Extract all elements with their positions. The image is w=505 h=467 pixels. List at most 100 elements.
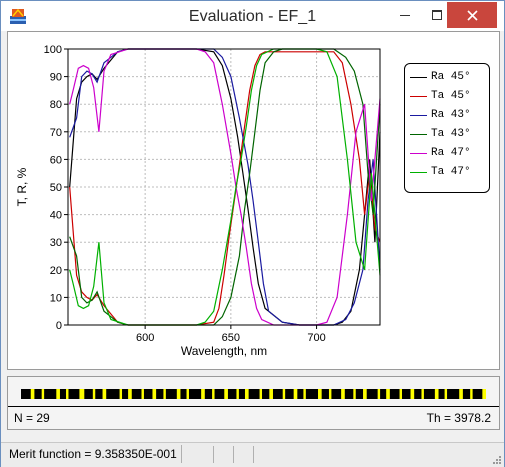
series-line-4 bbox=[69, 48, 381, 326]
layer-segment[interactable] bbox=[102, 389, 107, 399]
layer-segment[interactable] bbox=[363, 389, 367, 399]
layer-segment[interactable] bbox=[92, 389, 96, 399]
layer-segment[interactable] bbox=[59, 389, 67, 399]
layer-segment[interactable] bbox=[282, 389, 286, 399]
minimize-button[interactable] bbox=[383, 2, 427, 28]
layer-segment[interactable] bbox=[470, 389, 473, 399]
layer-segment[interactable] bbox=[214, 389, 225, 399]
layer-segment[interactable] bbox=[303, 389, 307, 399]
layer-segment[interactable] bbox=[227, 389, 237, 399]
layer-segment[interactable] bbox=[380, 389, 387, 399]
layer-segment[interactable] bbox=[152, 389, 157, 399]
layer-segment[interactable] bbox=[259, 389, 263, 399]
layer-segment[interactable] bbox=[399, 389, 403, 399]
layer-segment[interactable] bbox=[163, 389, 167, 399]
layer-segment[interactable] bbox=[353, 389, 357, 399]
app-icon[interactable] bbox=[9, 7, 27, 25]
layer-segment[interactable] bbox=[318, 389, 322, 399]
layer-segment[interactable] bbox=[79, 389, 85, 399]
layer-segment[interactable] bbox=[297, 389, 304, 399]
layer-segment[interactable] bbox=[305, 389, 319, 399]
legend-swatch bbox=[410, 77, 427, 78]
chart-panel: 0 10 20 30 40 50 60 70 80 90 100 600 650 700 Wavelengt… bbox=[7, 31, 500, 370]
layer-segment[interactable] bbox=[180, 389, 187, 399]
layer-structure-bar[interactable] bbox=[21, 389, 486, 399]
layer-segment[interactable] bbox=[236, 389, 240, 399]
layer-segment[interactable] bbox=[188, 389, 202, 399]
layer-segment[interactable] bbox=[128, 389, 133, 399]
layer-segment[interactable] bbox=[186, 389, 190, 399]
legend-item: Ra 45° bbox=[405, 70, 489, 85]
legend-swatch bbox=[410, 115, 427, 116]
layer-segment[interactable] bbox=[212, 389, 215, 399]
layer-segment[interactable] bbox=[95, 389, 103, 399]
layer-segment[interactable] bbox=[285, 389, 294, 399]
layer-segment[interactable] bbox=[438, 389, 445, 399]
maximize-button[interactable] bbox=[415, 2, 459, 28]
layer-segment[interactable] bbox=[248, 389, 260, 399]
layer-segment[interactable] bbox=[21, 389, 32, 399]
layer-segment[interactable] bbox=[389, 389, 400, 399]
layer-segment[interactable] bbox=[30, 389, 35, 399]
y-tick-label: 30 bbox=[50, 237, 62, 249]
layer-segment[interactable] bbox=[366, 389, 378, 399]
layer-segment[interactable] bbox=[414, 389, 422, 399]
layer-segment[interactable] bbox=[421, 389, 425, 399]
layer-segment[interactable] bbox=[56, 389, 61, 399]
layer-segment[interactable] bbox=[355, 389, 364, 399]
layer-segment[interactable] bbox=[462, 389, 471, 399]
layer-segment[interactable] bbox=[272, 389, 284, 399]
layer-segment[interactable] bbox=[66, 389, 69, 399]
layer-segment[interactable] bbox=[262, 389, 270, 399]
legend-item: Ta 43° bbox=[405, 127, 489, 142]
layer-segment[interactable] bbox=[410, 389, 415, 399]
layer-segment[interactable] bbox=[201, 389, 206, 399]
resize-grip-icon[interactable] bbox=[491, 454, 501, 464]
layer-segment[interactable] bbox=[344, 389, 354, 399]
layer-segment[interactable] bbox=[119, 389, 123, 399]
layer-segment[interactable] bbox=[165, 389, 178, 399]
layer-segment[interactable] bbox=[447, 389, 460, 399]
title-bar[interactable]: Evaluation - EF_1 bbox=[1, 1, 504, 31]
layer-segment[interactable] bbox=[224, 389, 229, 399]
layer-segment[interactable] bbox=[386, 389, 391, 399]
close-icon bbox=[466, 9, 478, 21]
layer-segment[interactable] bbox=[176, 389, 181, 399]
layer-segment[interactable] bbox=[423, 389, 436, 399]
chart-legend: Ra 45° Ta 45° Ra 43° Ta 43° Ra 47° Ta 47° bbox=[404, 63, 490, 193]
layer-segment[interactable] bbox=[459, 389, 464, 399]
layer-segment[interactable] bbox=[472, 389, 483, 399]
legend-item: Ta 47° bbox=[405, 165, 489, 180]
layer-segment[interactable] bbox=[377, 389, 381, 399]
layer-segment[interactable] bbox=[482, 389, 486, 399]
layer-segment[interactable] bbox=[321, 389, 330, 399]
layer-segment[interactable] bbox=[434, 389, 439, 399]
layer-segment[interactable] bbox=[341, 389, 346, 399]
layer-segment[interactable] bbox=[143, 389, 153, 399]
layer-count: N = 29 bbox=[14, 411, 50, 425]
layer-segment[interactable] bbox=[131, 389, 142, 399]
layer-segment[interactable] bbox=[444, 389, 448, 399]
layer-segment[interactable] bbox=[238, 389, 246, 399]
layer-segment[interactable] bbox=[44, 389, 57, 399]
layer-segment[interactable] bbox=[204, 389, 213, 399]
layer-segment[interactable] bbox=[84, 389, 94, 399]
layer-segment[interactable] bbox=[244, 389, 249, 399]
layer-segment[interactable] bbox=[269, 389, 274, 399]
close-button[interactable] bbox=[447, 2, 497, 28]
status-cell bbox=[195, 446, 214, 463]
layer-segment[interactable] bbox=[156, 389, 164, 399]
layer-segment[interactable] bbox=[122, 389, 129, 399]
merit-function: Merit function = 9.358350E-001 bbox=[5, 445, 182, 463]
layer-segment[interactable] bbox=[68, 389, 80, 399]
y-tick-label: 10 bbox=[50, 292, 62, 304]
layer-segment[interactable] bbox=[402, 389, 411, 399]
layer-segment[interactable] bbox=[328, 389, 332, 399]
series-line-5 bbox=[69, 48, 381, 326]
layer-segment[interactable] bbox=[34, 389, 42, 399]
layer-segment[interactable] bbox=[41, 389, 45, 399]
layer-segment[interactable] bbox=[106, 389, 120, 399]
layer-segment[interactable] bbox=[293, 389, 298, 399]
layer-segment[interactable] bbox=[331, 389, 342, 399]
layer-segment[interactable] bbox=[141, 389, 145, 399]
